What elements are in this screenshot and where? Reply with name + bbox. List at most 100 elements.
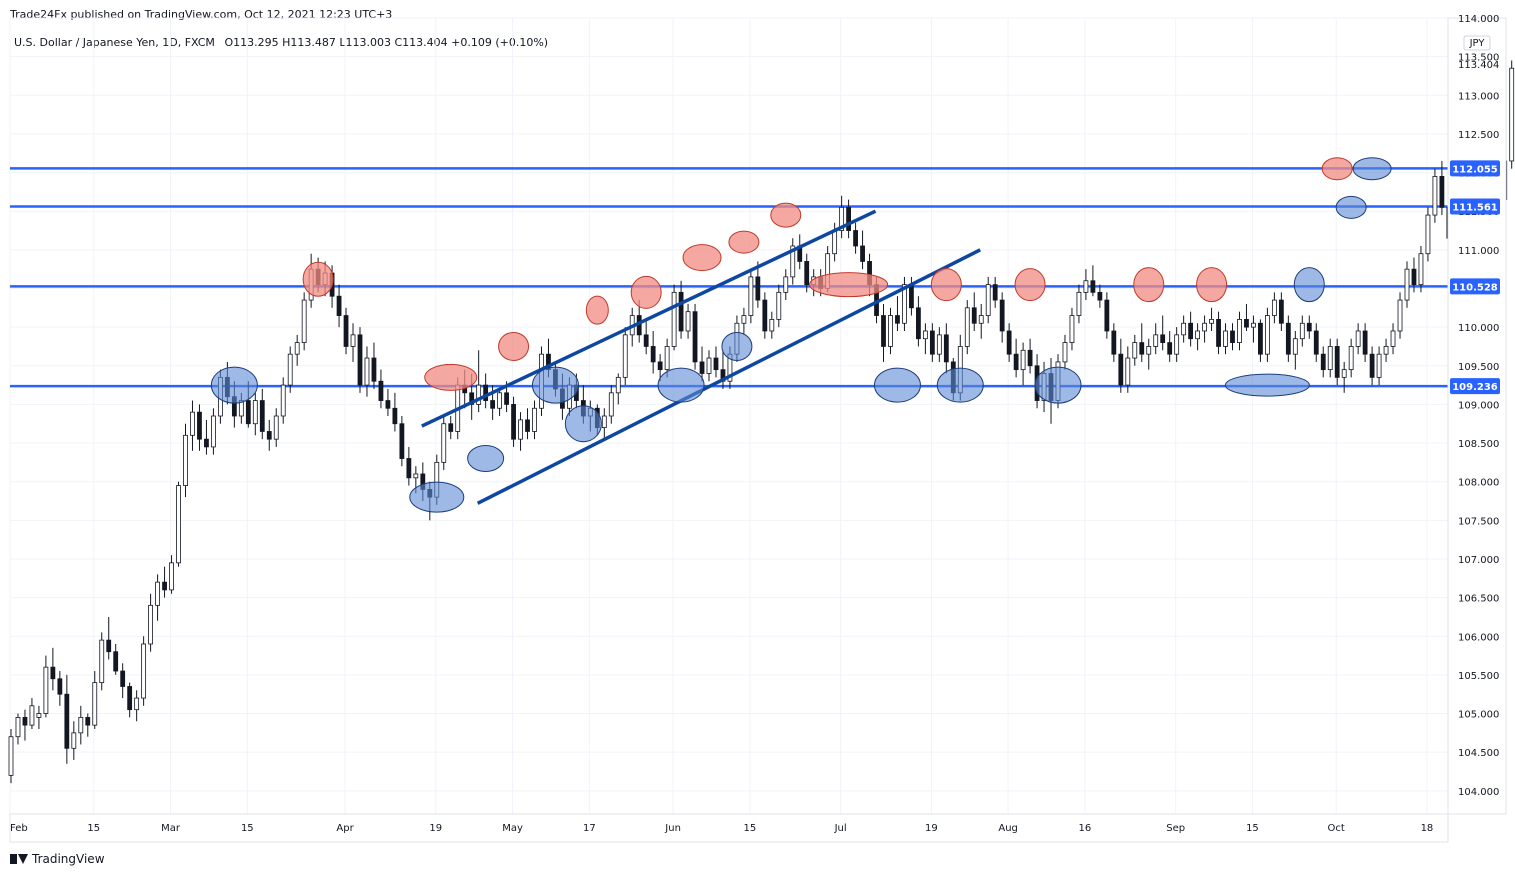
candle-body [1334, 346, 1340, 378]
candle-body [413, 473, 419, 479]
red-resistance-marker [682, 244, 722, 272]
red-resistance-marker [728, 230, 760, 254]
candle-body [1369, 353, 1375, 378]
candle-body [1104, 299, 1110, 332]
candle-body [1223, 330, 1228, 347]
candle-body [343, 315, 349, 347]
symbol-name[interactable]: U.S. Dollar / Japanese Yen, 1D, FXCM [14, 36, 215, 49]
blue-support-marker [1335, 195, 1367, 219]
x-tick-label: Jun [664, 823, 681, 834]
candle-body [978, 315, 984, 324]
candle-body [1062, 342, 1068, 363]
tradingview-logo[interactable]: TradingView [10, 852, 105, 866]
candle-body [183, 434, 188, 486]
level-price-tag [1450, 378, 1500, 395]
candle-body [853, 230, 858, 247]
candle-body [1118, 353, 1124, 386]
candle-body [155, 581, 160, 606]
candle-body [1013, 353, 1019, 371]
candle-body [776, 291, 782, 320]
candle-body [99, 639, 105, 684]
candle-body [336, 295, 342, 316]
candle-body [1285, 322, 1291, 355]
x-tick-label: Oct [1328, 823, 1345, 834]
candle-body [922, 330, 928, 340]
candle-body [392, 407, 398, 425]
candle-body [888, 315, 893, 347]
red-resistance-marker [585, 295, 609, 325]
candle-body [832, 230, 838, 255]
candle-body [615, 376, 621, 394]
blue-support-marker [721, 331, 753, 361]
channel-trendlines [421, 209, 982, 505]
candle-body [964, 307, 970, 347]
candle-body [1383, 346, 1389, 355]
candle-body [1306, 322, 1312, 332]
candle-body [936, 334, 942, 355]
candle-body [1251, 322, 1256, 328]
candle-body [78, 716, 84, 734]
candle-body [22, 716, 28, 726]
x-tick-label: Mar [161, 823, 181, 834]
price-axis-labels: 114.000113.500113.000112.500112.000111.5… [1458, 14, 1499, 798]
candle-body [608, 392, 614, 417]
y-tick-label: 104.500 [1458, 748, 1499, 759]
candle-body [252, 400, 258, 425]
candle-body [1097, 291, 1103, 301]
y-tick-label: 110.000 [1458, 323, 1499, 334]
candle-body [57, 678, 63, 695]
y-tick-label: 105.500 [1458, 671, 1499, 682]
candle-body [273, 415, 279, 440]
y-tick-label: 107.000 [1458, 555, 1499, 566]
time-axis-labels: Feb 15 Mar 15 Apr 19 May 17 Jun 15 Jul 19 Aug 16 Sep 15… [10, 823, 1433, 834]
candle-body [204, 438, 209, 448]
price-axis [1447, 17, 1507, 815]
candle-body [755, 276, 761, 301]
candle-body [259, 400, 265, 432]
candle-body [1076, 291, 1082, 316]
candle-body [685, 311, 691, 332]
x-tick-label: 15 [744, 823, 757, 834]
candle-body [1299, 322, 1305, 340]
candle-body [678, 291, 684, 332]
candle-body [692, 311, 698, 363]
candle-body [1278, 299, 1284, 324]
candle-body [1411, 268, 1417, 286]
candle-body [713, 357, 719, 371]
candle-body [406, 458, 412, 479]
candle-body [1181, 322, 1187, 336]
candle-body [664, 346, 670, 371]
candle-body [441, 423, 447, 463]
blue-support-marker [1293, 267, 1325, 303]
x-tick-label: 19 [429, 823, 442, 834]
candle-body [50, 666, 56, 680]
red-resistance-marker [770, 202, 802, 228]
candle-body [511, 404, 516, 440]
candle-body [895, 315, 900, 324]
candle-body [518, 419, 523, 440]
candle-body [385, 400, 391, 409]
candle-body [1188, 322, 1194, 340]
candle-body [699, 361, 705, 374]
y-tick-label: 109.000 [1458, 400, 1499, 411]
red-resistance-marker [809, 272, 889, 298]
candle-body [1313, 330, 1319, 355]
blue-support-marker [531, 366, 579, 404]
candle-body [860, 245, 865, 262]
candle-body [909, 284, 914, 309]
y-tick-label: 108.000 [1458, 478, 1499, 489]
red-resistance-marker [1014, 268, 1046, 302]
candle-body [706, 357, 712, 374]
blue-support-marker [1352, 157, 1392, 181]
candle-body [902, 284, 907, 324]
price-tags: 112.055 111.561 110.528 109.236 113.404 [1450, 60, 1500, 395]
y-tick-label: 106.000 [1458, 632, 1499, 643]
blue-support-marker [409, 481, 465, 513]
candle-body [469, 392, 475, 405]
candle-body [1397, 299, 1403, 332]
candle-body [1209, 318, 1214, 324]
chart-grid [9, 17, 1448, 814]
candle-body [169, 562, 174, 591]
x-tick-label: Apr [336, 823, 354, 834]
